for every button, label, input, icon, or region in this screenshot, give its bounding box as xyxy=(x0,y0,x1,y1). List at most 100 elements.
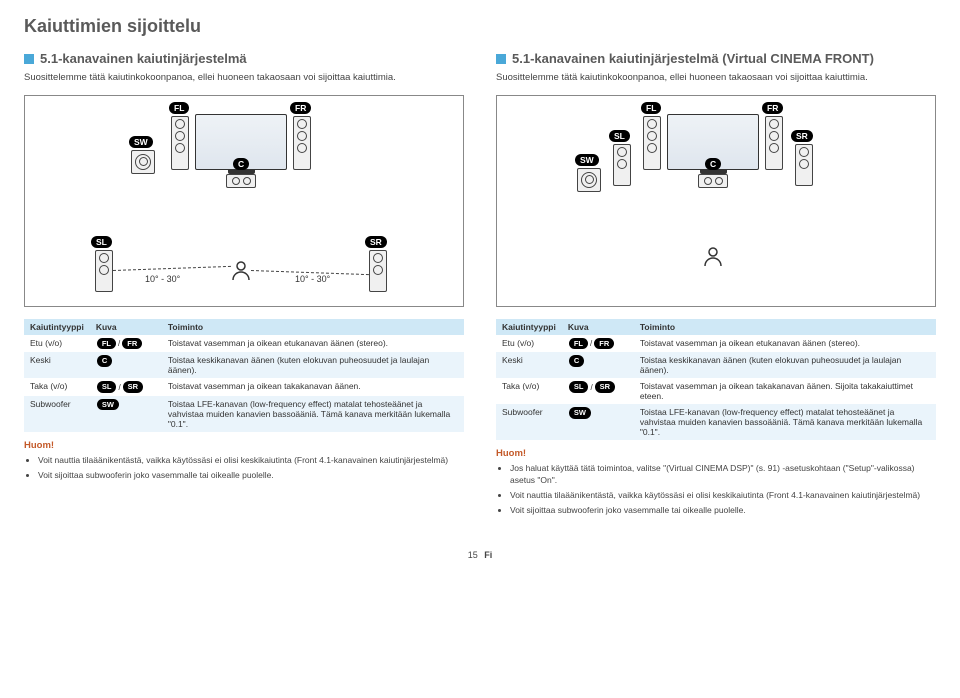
cell-chips: SL/SR xyxy=(90,378,162,395)
label-c: C xyxy=(705,158,721,170)
intro-right: Suosittelemme tätä kaiutinkokoonpanoa, e… xyxy=(496,72,936,85)
label-fl: FL xyxy=(169,102,189,114)
section-title-left: 5.1-kanavainen kaiutinjärjestelmä xyxy=(24,51,464,66)
left-column: 5.1-kanavainen kaiutinjärjestelmä Suosit… xyxy=(24,51,464,520)
intro-left: Suosittelemme tätä kaiutinkokoonpanoa, e… xyxy=(24,72,464,85)
th-type: Kaiutintyyppi xyxy=(496,319,562,335)
th-func: Toiminto xyxy=(162,319,464,335)
bullet-icon xyxy=(24,54,34,64)
th-icon: Kuva xyxy=(90,319,162,335)
section-title-text: 5.1-kanavainen kaiutinjärjestelmä xyxy=(40,51,247,66)
chip-sep: / xyxy=(117,383,121,392)
table-row: Etu (v/o) FL/FR Toistavat vasemman ja oi… xyxy=(496,335,936,352)
list-item: Voit nauttia tilaäänikentästä, vaikka kä… xyxy=(38,455,464,467)
cell-chips: SW xyxy=(562,404,634,440)
th-type: Kaiutintyyppi xyxy=(24,319,90,335)
cell-func: Toistaa keskikanavan äänen (kuten elokuv… xyxy=(634,352,936,378)
chip-icon: C xyxy=(97,355,112,366)
table-row: Keski C Toistaa keskikanavan äänen (kute… xyxy=(24,352,464,378)
chip-icon: SR xyxy=(123,381,143,392)
th-func: Toiminto xyxy=(634,319,936,335)
speaker-sl-icon xyxy=(613,144,631,186)
cell-type: Keski xyxy=(24,352,90,378)
listener-icon xyxy=(229,258,253,282)
cell-type: Keski xyxy=(496,352,562,378)
chip-icon: SW xyxy=(569,407,591,418)
cell-type: Subwoofer xyxy=(24,396,90,432)
chip-icon: FR xyxy=(122,338,142,349)
speaker-c-icon xyxy=(698,174,728,188)
right-column: 5.1-kanavainen kaiutinjärjestelmä (Virtu… xyxy=(496,51,936,520)
cell-func: Toistavat vasemman ja oikean etukanavan … xyxy=(634,335,936,352)
dashline-left xyxy=(113,266,231,271)
angle-right: 10° - 30° xyxy=(295,274,330,284)
label-sw: SW xyxy=(575,154,599,166)
cell-chips: C xyxy=(562,352,634,378)
page-lang: Fi xyxy=(484,550,492,560)
label-fl: FL xyxy=(641,102,661,114)
page-footer: 15 Fi xyxy=(24,550,936,560)
list-item: Jos haluat käyttää tätä toimintoa, valit… xyxy=(510,463,936,487)
subwoofer-icon xyxy=(577,168,601,192)
spec-table-right: Kaiutintyyppi Kuva Toiminto Etu (v/o) FL… xyxy=(496,319,936,440)
label-fr: FR xyxy=(762,102,783,114)
label-fr: FR xyxy=(290,102,311,114)
bullet-icon xyxy=(496,54,506,64)
cell-chips: SL/SR xyxy=(562,378,634,404)
label-sr: SR xyxy=(365,236,387,248)
speaker-sr-icon xyxy=(795,144,813,186)
table-row: Subwoofer SW Toistaa LFE-kanavan (low-fr… xyxy=(496,404,936,440)
cell-type: Etu (v/o) xyxy=(496,335,562,352)
th-icon: Kuva xyxy=(562,319,634,335)
table-row: Subwoofer SW Toistaa LFE-kanavan (low-fr… xyxy=(24,396,464,432)
angle-left: 10° - 30° xyxy=(145,274,180,284)
chip-icon: SR xyxy=(595,381,615,392)
chip-sep: / xyxy=(589,339,593,348)
label-sw: SW xyxy=(129,136,153,148)
cell-chips: FL/FR xyxy=(562,335,634,352)
cell-chips: FL/FR xyxy=(90,335,162,352)
chip-icon: FR xyxy=(594,338,614,349)
cell-func: Toistaa LFE-kanavan (low-frequency effec… xyxy=(162,396,464,432)
cell-func: Toistavat vasemman ja oikean takakanavan… xyxy=(162,378,464,395)
table-row: Etu (v/o) FL/FR Toistavat vasemman ja oi… xyxy=(24,335,464,352)
speaker-sl-icon xyxy=(95,250,113,292)
cell-func: Toistaa LFE-kanavan (low-frequency effec… xyxy=(634,404,936,440)
cell-chips: SW xyxy=(90,396,162,432)
speaker-c-icon xyxy=(226,174,256,188)
cell-func: Toistaa keskikanavan äänen (kuten elokuv… xyxy=(162,352,464,378)
notes-left: Voit nauttia tilaäänikentästä, vaikka kä… xyxy=(38,455,464,482)
table-row: Keski C Toistaa keskikanavan äänen (kute… xyxy=(496,352,936,378)
page-number: 15 xyxy=(468,550,478,560)
note-title-right: Huom! xyxy=(496,448,936,459)
chip-icon: C xyxy=(569,355,584,366)
label-sl: SL xyxy=(91,236,112,248)
cell-func: Toistavat vasemman ja oikean takakanavan… xyxy=(634,378,936,404)
table-row: Taka (v/o) SL/SR Toistavat vasemman ja o… xyxy=(496,378,936,404)
cell-type: Etu (v/o) xyxy=(24,335,90,352)
chip-icon: FL xyxy=(97,338,116,349)
chip-icon: FL xyxy=(569,338,588,349)
chip-icon: SL xyxy=(97,381,117,392)
subwoofer-icon xyxy=(131,150,155,174)
speaker-fr-icon xyxy=(765,116,783,170)
section-title-text: 5.1-kanavainen kaiutinjärjestelmä (Virtu… xyxy=(512,51,874,66)
list-item: Voit nauttia tilaäänikentästä, vaikka kä… xyxy=(510,490,936,502)
content-columns: 5.1-kanavainen kaiutinjärjestelmä Suosit… xyxy=(24,51,936,520)
diagram-left: FL FR SW C SL SR 10° - 30° 10° - 30° xyxy=(24,95,464,307)
chip-icon: SW xyxy=(97,399,119,410)
cell-type: Subwoofer xyxy=(496,404,562,440)
list-item: Voit sijoittaa subwooferin joko vasemmal… xyxy=(510,505,936,517)
speaker-fl-icon xyxy=(171,116,189,170)
chip-sep: / xyxy=(117,339,121,348)
speaker-fl-icon xyxy=(643,116,661,170)
cell-type: Taka (v/o) xyxy=(496,378,562,404)
cell-func: Toistavat vasemman ja oikean etukanavan … xyxy=(162,335,464,352)
speaker-fr-icon xyxy=(293,116,311,170)
note-title-left: Huom! xyxy=(24,440,464,451)
list-item: Voit sijoittaa subwooferin joko vasemmal… xyxy=(38,470,464,482)
listener-icon xyxy=(701,244,725,268)
chip-sep: / xyxy=(589,383,593,392)
notes-right: Jos haluat käyttää tätä toimintoa, valit… xyxy=(510,463,936,517)
label-sl: SL xyxy=(609,130,630,142)
